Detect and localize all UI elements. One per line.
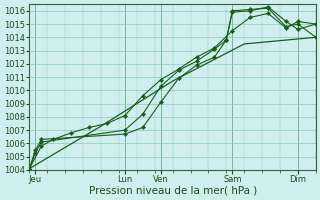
X-axis label: Pression niveau de la mer( hPa ): Pression niveau de la mer( hPa ) xyxy=(89,186,257,196)
